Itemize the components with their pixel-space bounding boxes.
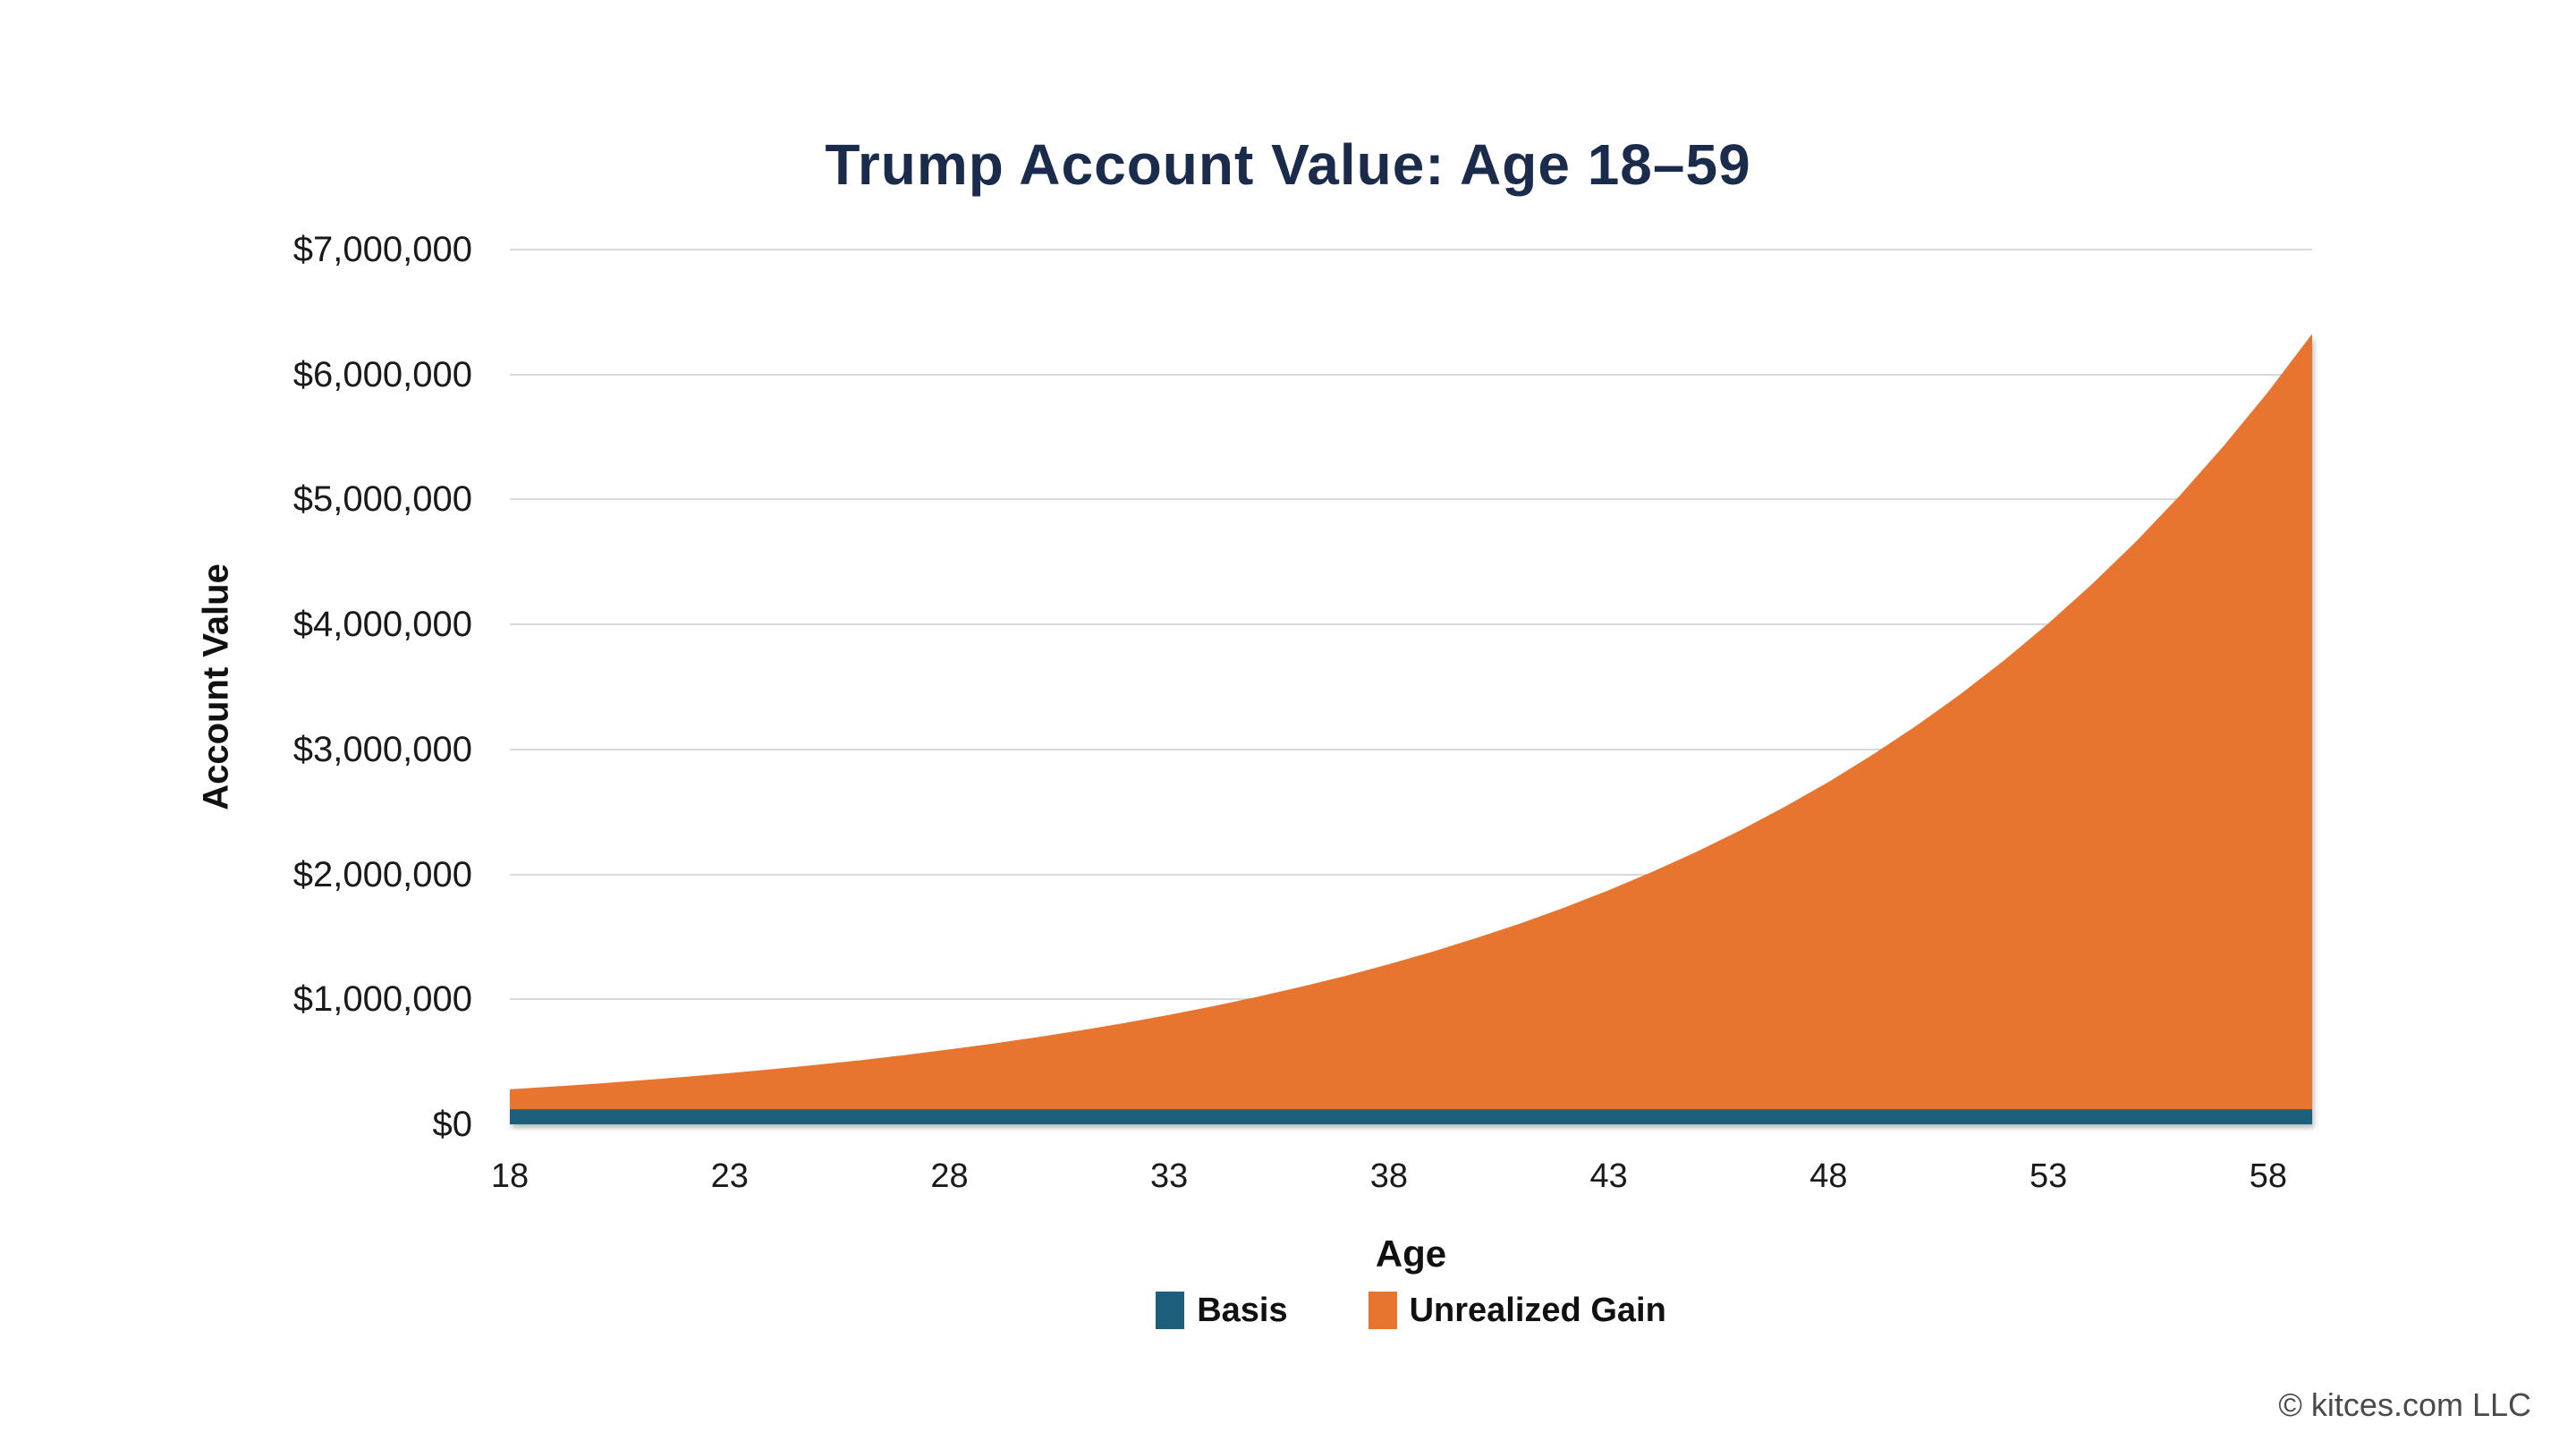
x-tick-label: 43 — [1589, 1157, 1628, 1195]
unrealized-gain-legend-label: Unrealized Gain — [1409, 1291, 1666, 1329]
y-tick-label: $7,000,000 — [292, 230, 472, 269]
x-axis-tick-labels: 18 23 28 33 38 43 48 53 58 — [491, 1157, 2312, 1200]
basis-area — [510, 1109, 2312, 1124]
basis-legend-label: Basis — [1197, 1291, 1288, 1329]
x-axis-title: Age — [1375, 1233, 1447, 1275]
y-tick-label: $6,000,000 — [292, 354, 472, 394]
gridline — [510, 373, 2312, 376]
x-tick-label: 58 — [2249, 1157, 2287, 1195]
gridline — [510, 748, 2312, 750]
legend: Basis Unrealized Gain — [510, 1290, 2312, 1331]
x-tick-label: 18 — [490, 1157, 530, 1195]
y-tick-label: $1,000,000 — [292, 979, 472, 1020]
legend-item-unrealized-gain: Unrealized Gain — [1368, 1292, 1666, 1330]
x-tick-label: 28 — [930, 1157, 969, 1195]
stacked-area-plot — [510, 334, 2312, 1124]
y-tick-label: $0 — [432, 1105, 473, 1144]
chart-title: Trump Account Value: Age 18–59 — [825, 131, 1751, 197]
x-tick-label: 48 — [1809, 1157, 1848, 1195]
y-axis-tick-labels: $0 $1,000,000 $2,000,000 $3,000,000 $4,000,0… — [0, 230, 510, 1144]
y-tick-label: $5,000,000 — [292, 479, 472, 520]
gridline — [510, 498, 2312, 501]
x-tick-label: 53 — [2029, 1157, 2068, 1195]
y-tick-label: $4,000,000 — [292, 605, 472, 645]
y-tick-label: $3,000,000 — [292, 729, 472, 769]
gridline — [510, 249, 2312, 250]
copyright-text: © kitces.com LLC — [2278, 1386, 2531, 1423]
y-tick-label: $2,000,000 — [292, 854, 472, 894]
x-tick-label: 38 — [1369, 1157, 1409, 1195]
gridline — [510, 623, 2312, 626]
unrealized-gain-swatch-icon — [1368, 1292, 1397, 1329]
plot-area — [510, 249, 2312, 1124]
basis-swatch-icon — [1156, 1292, 1185, 1329]
unrealized-gain-area — [510, 334, 2312, 1124]
legend-item-basis: Basis — [1156, 1291, 1288, 1330]
x-tick-label: 33 — [1150, 1157, 1189, 1195]
x-tick-label: 23 — [710, 1157, 749, 1195]
gridline — [510, 873, 2312, 876]
